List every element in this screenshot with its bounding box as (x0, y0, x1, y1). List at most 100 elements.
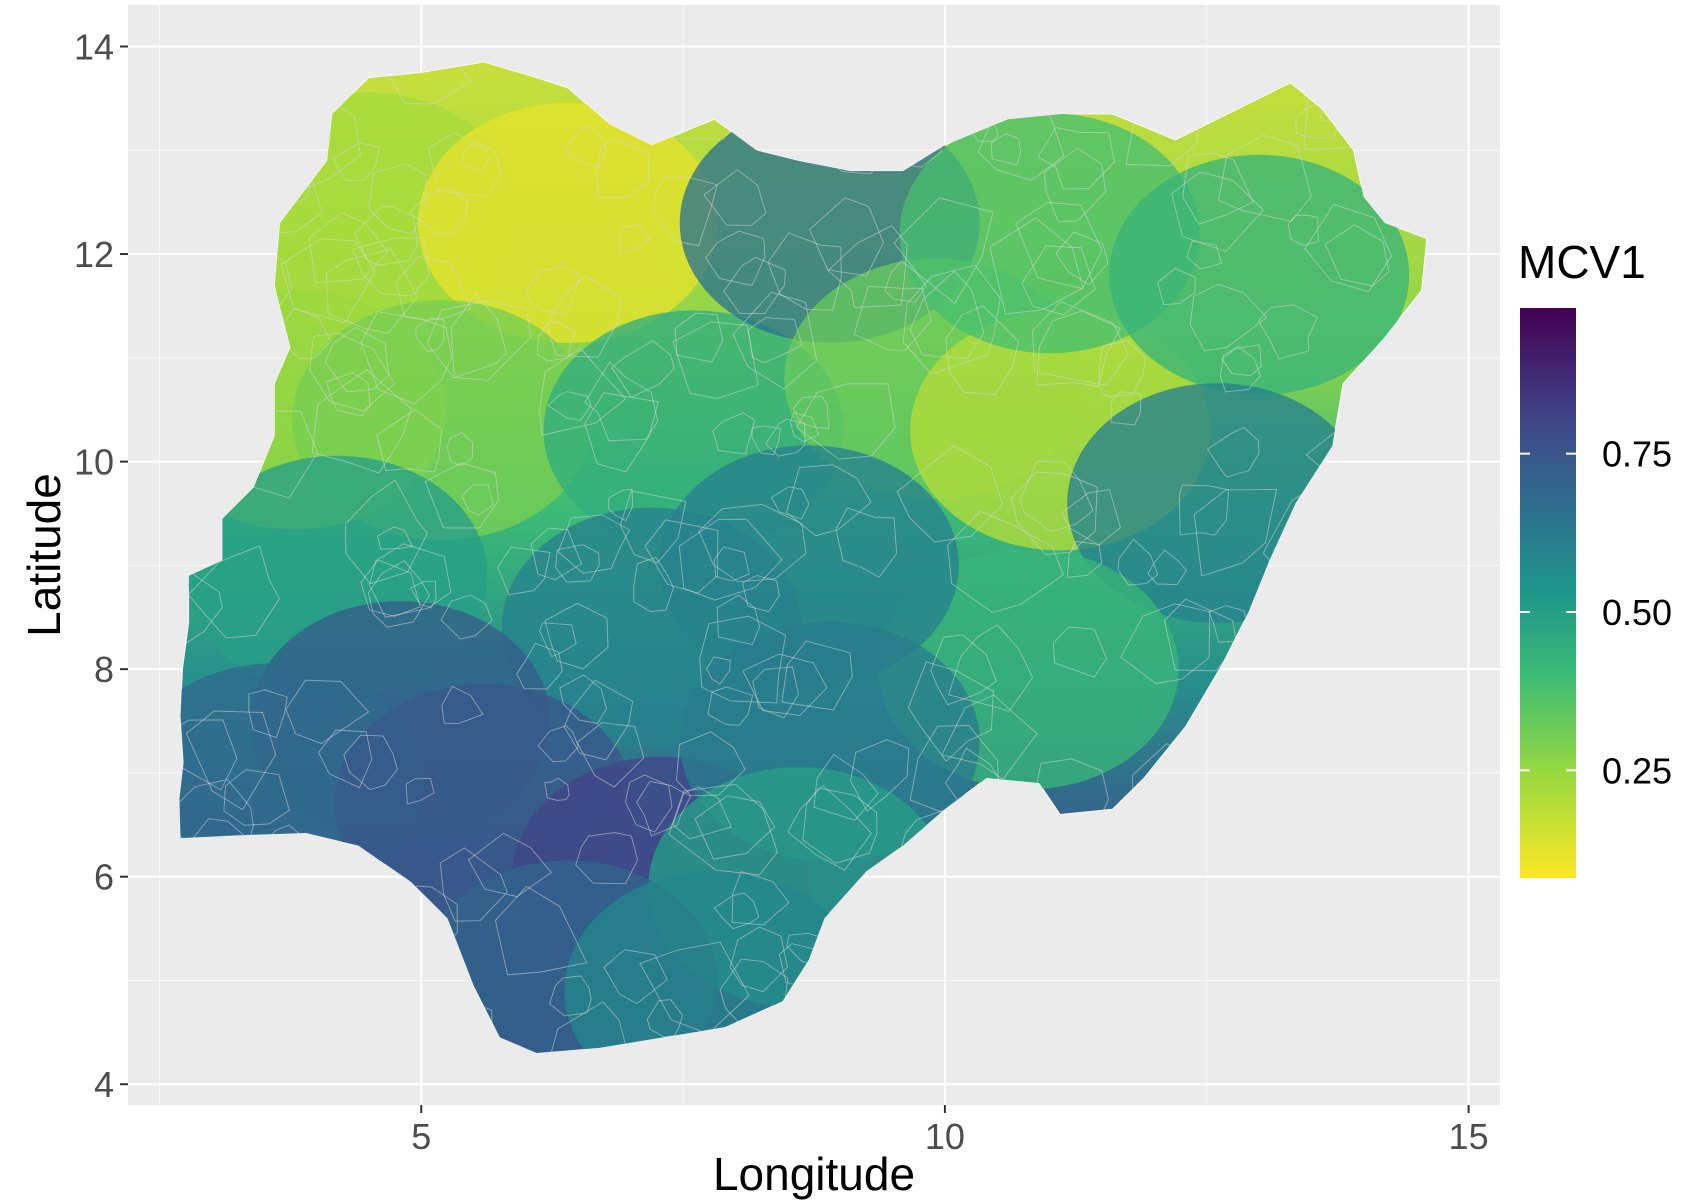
lga-boundary (672, 321, 759, 399)
lga-boundary (603, 949, 668, 1005)
lga-boundary (1147, 549, 1188, 586)
lga-boundary (835, 507, 898, 578)
lga-boundary (1219, 345, 1261, 393)
lga-boundary (1032, 301, 1129, 386)
lga-boundary (1120, 603, 1211, 685)
lga-boundary (248, 689, 288, 739)
y-tick-label: 4 (94, 1064, 114, 1105)
legend-tick-label: 0.75 (1602, 434, 1672, 475)
lga-boundary (713, 546, 750, 582)
lga-boundary (742, 653, 828, 716)
lga-boundary (405, 777, 435, 805)
lga-boundary (546, 275, 622, 358)
lga-boundary (706, 656, 731, 685)
legend-title: MCV1 (1518, 236, 1646, 288)
lga-boundary (1021, 245, 1096, 316)
lga-boundary (1052, 626, 1108, 678)
lga-boundary (368, 163, 427, 235)
y-tick-label: 8 (94, 649, 114, 690)
lga-boundary (1287, 214, 1319, 246)
lga-boundary (699, 615, 787, 704)
lga-boundary (1257, 304, 1318, 360)
lga-boundary (1037, 126, 1115, 190)
lga-boundary (1043, 147, 1107, 223)
lga-boundary (352, 237, 430, 297)
lga-boundary (678, 518, 783, 601)
y-tick-label: 14 (74, 27, 114, 68)
lga-boundary (781, 640, 853, 711)
lga-boundary (559, 674, 607, 724)
lga-boundary (742, 575, 780, 613)
lga-boundary (636, 780, 692, 837)
lga-boundary (285, 679, 370, 745)
lga-boundary (644, 519, 719, 594)
lga-boundary (461, 484, 494, 516)
legend-colorbar (1520, 308, 1576, 878)
lga-boundary (1186, 240, 1223, 270)
lga-boundary (703, 169, 767, 226)
lga-boundary (555, 544, 600, 583)
lga-boundary (332, 142, 380, 182)
lga-boundary (813, 753, 879, 821)
lga-boundary (564, 124, 608, 168)
lga-boundary (280, 238, 376, 324)
nigeria-map (178, 61, 1428, 1054)
lga-boundary (770, 486, 810, 520)
lga-boundary (930, 634, 997, 706)
lga-boundary (1324, 224, 1390, 287)
lga-boundary (729, 926, 788, 993)
lga-boundary (179, 719, 238, 791)
lga-boundary (185, 710, 277, 811)
lga-boundary (694, 795, 776, 860)
lga-boundary (557, 514, 631, 574)
lga-boundary (723, 256, 786, 315)
lga-boundary (544, 602, 609, 670)
lga-boundary (441, 685, 484, 725)
lga-boundary (548, 975, 592, 1017)
lga-boundary (1098, 340, 1147, 397)
lga-boundary (674, 312, 724, 363)
lga-boundary (575, 832, 639, 885)
lga-boundary (617, 224, 651, 254)
lga-boundary (440, 594, 493, 640)
lga-boundary (732, 291, 818, 390)
lga-boundary (530, 527, 583, 581)
lga-boundary (948, 624, 1034, 712)
lga-boundary (1182, 152, 1254, 225)
lga-boundary (608, 488, 634, 522)
legend-tick-label: 0.25 (1602, 750, 1672, 791)
region-fill (417, 102, 718, 343)
lga-boundary (705, 230, 766, 287)
lga-boundary (1304, 203, 1392, 293)
lga-boundary (563, 679, 634, 761)
lga-boundary (789, 411, 820, 443)
y-tick-label: 6 (94, 857, 114, 898)
lga-boundary (596, 137, 650, 198)
lga-boundary (427, 132, 502, 197)
lga-boundary (1193, 489, 1278, 577)
lga-boundary (672, 786, 732, 840)
lga-boundary (884, 260, 927, 303)
lga-boundary (792, 395, 830, 430)
lga-boundary (752, 666, 799, 719)
lga-boundary (446, 432, 474, 466)
lga-boundary (516, 642, 563, 690)
lga-boundary (713, 892, 760, 930)
lga-boundary (325, 372, 371, 417)
lga-boundary (747, 317, 803, 363)
lga-boundary (343, 734, 398, 791)
lga-boundary (1189, 283, 1268, 352)
lga-boundary (653, 176, 718, 247)
y-tick-label: 12 (74, 234, 114, 275)
lga-boundary (610, 340, 675, 398)
lga-boundary (495, 885, 588, 976)
lga-boundary (785, 464, 872, 537)
lga-boundary (547, 391, 592, 421)
lga-boundary (850, 739, 910, 812)
lga-boundary (539, 347, 627, 436)
lga-boundary (787, 785, 872, 871)
legend-tick-label: 0.50 (1602, 592, 1672, 633)
lga-boundary (584, 361, 659, 442)
x-axis: 5 10 15 (411, 1105, 1489, 1157)
